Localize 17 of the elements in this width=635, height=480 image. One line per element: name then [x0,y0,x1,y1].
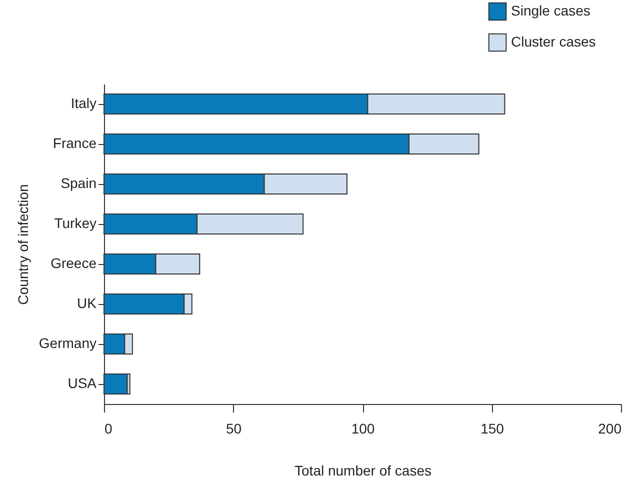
legend-label: Cluster cases [511,34,596,50]
x-tick-label: 0 [104,420,112,436]
legend-label: Single cases [511,2,590,18]
x-tick-label: 100 [351,420,375,436]
x-tick-label: 200 [598,420,622,436]
y-axis-title: Country of infection [14,184,31,305]
x-tick-label: 150 [480,420,504,436]
y-tick-label: Italy [70,95,96,111]
x-axis-title: Total number of cases [294,462,432,478]
y-tick-label: UK [77,295,98,311]
y-tick-label: Germany [38,335,96,351]
y-tick-label: Turkey [54,215,96,231]
y-tick-label: France [52,135,97,151]
y-tick-label: USA [68,375,98,391]
y-tick-label: Spain [60,175,96,191]
x-tick-label: 50 [226,420,242,436]
y-tick-label: Greece [50,255,97,271]
